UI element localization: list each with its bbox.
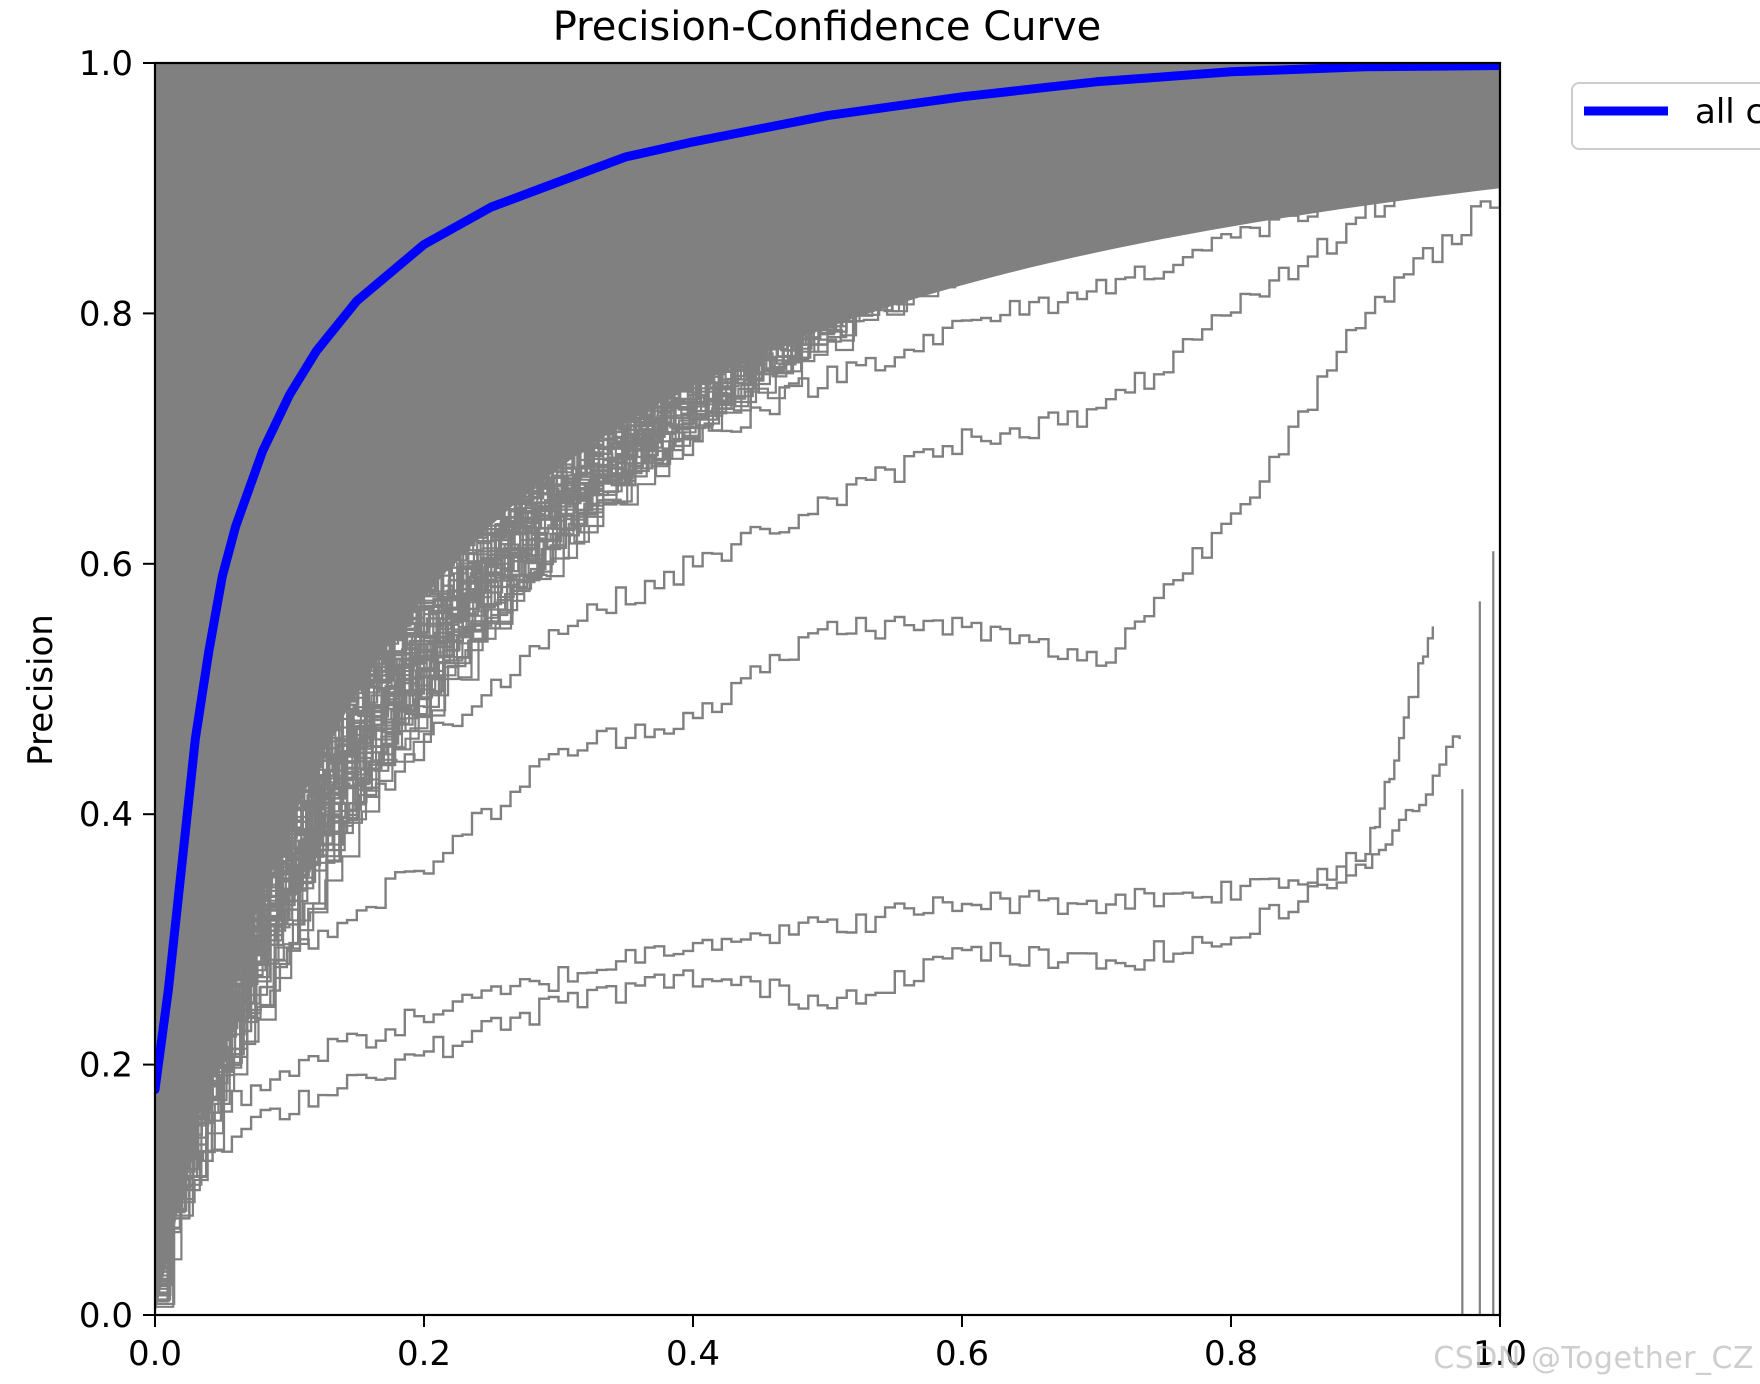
- legend: all c: [1571, 82, 1760, 150]
- class-curve: [155, 97, 1500, 1124]
- x-tick-label: 0.4: [666, 1334, 720, 1374]
- x-tick-label: 0.8: [1204, 1334, 1258, 1374]
- class-curve: [155, 735, 1461, 1150]
- y-tick-label: 1.0: [79, 44, 133, 84]
- x-tick-label: 1.0: [1473, 1334, 1527, 1374]
- y-tick-label: 0.2: [79, 1046, 133, 1086]
- watermark: CSDN @Together_CZ: [1433, 1341, 1754, 1376]
- y-axis-label: Precision: [21, 614, 61, 766]
- axes-frame: [153, 61, 1502, 1317]
- y-tick-label: 0.6: [79, 545, 133, 585]
- chart-title: Precision-Confidence Curve: [553, 4, 1102, 50]
- axis-ticks: 0.0 0.2 0.4 0.6 0.8 1.0 0.0 0.2 0.4 0.6 0.8 1.0: [79, 44, 1527, 1374]
- legend-box: [1571, 82, 1760, 150]
- y-tick-label: 0.0: [79, 1296, 133, 1336]
- x-tick-label: 0.0: [128, 1334, 182, 1374]
- legend-label-aggregate: all c: [1695, 92, 1760, 132]
- class-curve: [155, 113, 1500, 1088]
- class-curve: [155, 626, 1434, 1199]
- y-tick-label: 0.4: [79, 795, 133, 835]
- x-tick-label: 0.6: [935, 1334, 989, 1374]
- y-tick-label: 0.8: [79, 294, 133, 334]
- class-curves: [155, 63, 1500, 1315]
- aggregate-curve: [155, 63, 1500, 1095]
- aggregate-curve-layer: [155, 63, 1500, 1095]
- x-tick-label: 0.2: [397, 1334, 451, 1374]
- class-curve-band: [155, 63, 1500, 1315]
- class-curve: [155, 188, 1500, 1178]
